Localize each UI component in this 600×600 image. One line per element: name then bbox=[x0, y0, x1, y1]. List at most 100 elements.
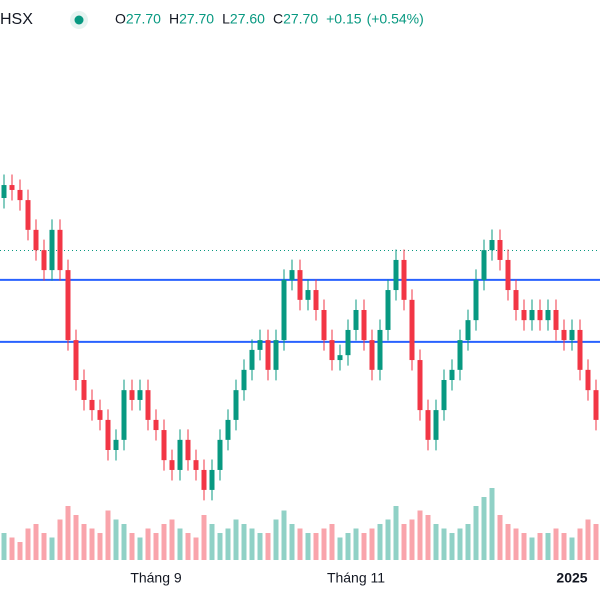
volume-bar bbox=[105, 510, 111, 560]
volume-bar bbox=[369, 528, 375, 560]
volume-bar bbox=[521, 533, 527, 560]
candle-body bbox=[65, 270, 71, 341]
candle-body bbox=[105, 419, 111, 450]
candle-body bbox=[289, 270, 295, 280]
candle-body bbox=[1, 185, 7, 198]
change-pct: (+0.54%) bbox=[367, 11, 424, 27]
volume-bar bbox=[473, 506, 479, 560]
volume-bar bbox=[361, 533, 367, 560]
volume-bar bbox=[1, 533, 7, 560]
candle-body bbox=[561, 329, 567, 341]
header: HSX O 27.70 H 27.70 L 27.60 C 27.70 +0.15 (+0.54%… bbox=[0, 11, 424, 29]
candle-body bbox=[185, 439, 191, 461]
x-tick-label: Tháng 9 bbox=[130, 570, 182, 586]
volume-bar bbox=[129, 533, 135, 560]
volume-bar bbox=[17, 542, 23, 560]
candle-body bbox=[505, 259, 511, 291]
candle-body bbox=[481, 250, 487, 280]
candle-body bbox=[585, 369, 591, 391]
volume-bar bbox=[409, 519, 415, 560]
volume-bar bbox=[177, 528, 183, 560]
status-dot[interactable] bbox=[74, 15, 84, 25]
candle-body bbox=[137, 390, 143, 400]
candle-body bbox=[281, 279, 287, 341]
candle-body bbox=[433, 410, 439, 440]
volume-bar bbox=[441, 528, 447, 560]
candle-body bbox=[545, 310, 551, 321]
candle-body bbox=[193, 460, 199, 470]
volume-bar bbox=[41, 533, 47, 560]
volume-bar bbox=[505, 524, 511, 560]
volume-bar bbox=[497, 515, 503, 560]
volume-bar bbox=[241, 524, 247, 560]
candle-body bbox=[361, 310, 367, 341]
volume-bar bbox=[193, 537, 199, 560]
candle-body bbox=[201, 469, 207, 490]
volume-bar bbox=[297, 528, 303, 560]
volume-bar bbox=[161, 524, 167, 560]
candle-body bbox=[25, 200, 31, 230]
candle-body bbox=[569, 329, 575, 341]
candle-body bbox=[305, 290, 311, 300]
candle-body bbox=[513, 290, 519, 310]
candle-body bbox=[473, 279, 479, 321]
candle-body bbox=[153, 419, 159, 431]
candle-body bbox=[33, 229, 39, 251]
candle-body bbox=[217, 439, 223, 470]
candle-body bbox=[17, 189, 23, 201]
candle-body bbox=[457, 340, 463, 370]
volume-bar bbox=[401, 524, 407, 560]
candle-body bbox=[265, 340, 271, 370]
candle-body bbox=[465, 320, 471, 341]
volume-bar bbox=[65, 506, 71, 560]
volume-bar bbox=[513, 528, 519, 560]
volume-bar bbox=[9, 537, 15, 560]
ohlc-value: 27.70 bbox=[283, 11, 318, 27]
volume-bar bbox=[217, 533, 223, 560]
candle-body bbox=[297, 270, 303, 300]
candle-body bbox=[257, 340, 263, 350]
candle-body bbox=[449, 369, 455, 380]
volume-bar bbox=[345, 533, 351, 560]
volume-bar bbox=[201, 515, 207, 560]
volume-bar bbox=[577, 528, 583, 560]
volume-bar bbox=[49, 537, 55, 560]
volume-bar bbox=[281, 510, 287, 560]
ohlc-value: 27.60 bbox=[230, 11, 265, 27]
volume-bar bbox=[313, 533, 319, 560]
candle-body bbox=[425, 410, 431, 440]
symbol: HSX bbox=[0, 11, 33, 28]
candle-body bbox=[529, 310, 535, 321]
volume-bar bbox=[545, 533, 551, 560]
volume-bar bbox=[121, 524, 127, 560]
volume-bar bbox=[537, 533, 543, 560]
candle-body bbox=[97, 410, 103, 420]
volume-bar bbox=[385, 519, 391, 560]
candle-body bbox=[353, 310, 359, 330]
candle-body bbox=[129, 390, 135, 400]
volume-bar bbox=[145, 528, 151, 560]
volume-bar bbox=[553, 528, 559, 560]
volume-bar bbox=[153, 533, 159, 560]
ohlc-label: L bbox=[222, 11, 230, 27]
x-tick-label: 2025 bbox=[556, 570, 587, 586]
volume-bar bbox=[481, 497, 487, 560]
candle-body bbox=[385, 290, 391, 330]
volume-bar bbox=[33, 524, 39, 560]
change: +0.15 bbox=[326, 11, 362, 27]
x-tick-label: Tháng 11 bbox=[327, 570, 385, 586]
candle-body bbox=[73, 340, 79, 380]
volume-bar bbox=[305, 533, 311, 560]
candle-body bbox=[345, 329, 351, 356]
volume-bar bbox=[225, 528, 231, 560]
candle-body bbox=[273, 340, 279, 370]
volume-bar bbox=[185, 533, 191, 560]
candle-body bbox=[113, 439, 119, 450]
candle-body bbox=[233, 390, 239, 420]
candle-body bbox=[329, 340, 335, 361]
volume-bar bbox=[249, 528, 255, 560]
candle-body bbox=[577, 329, 583, 370]
candle-body bbox=[521, 310, 527, 321]
volume-bar bbox=[585, 519, 591, 560]
